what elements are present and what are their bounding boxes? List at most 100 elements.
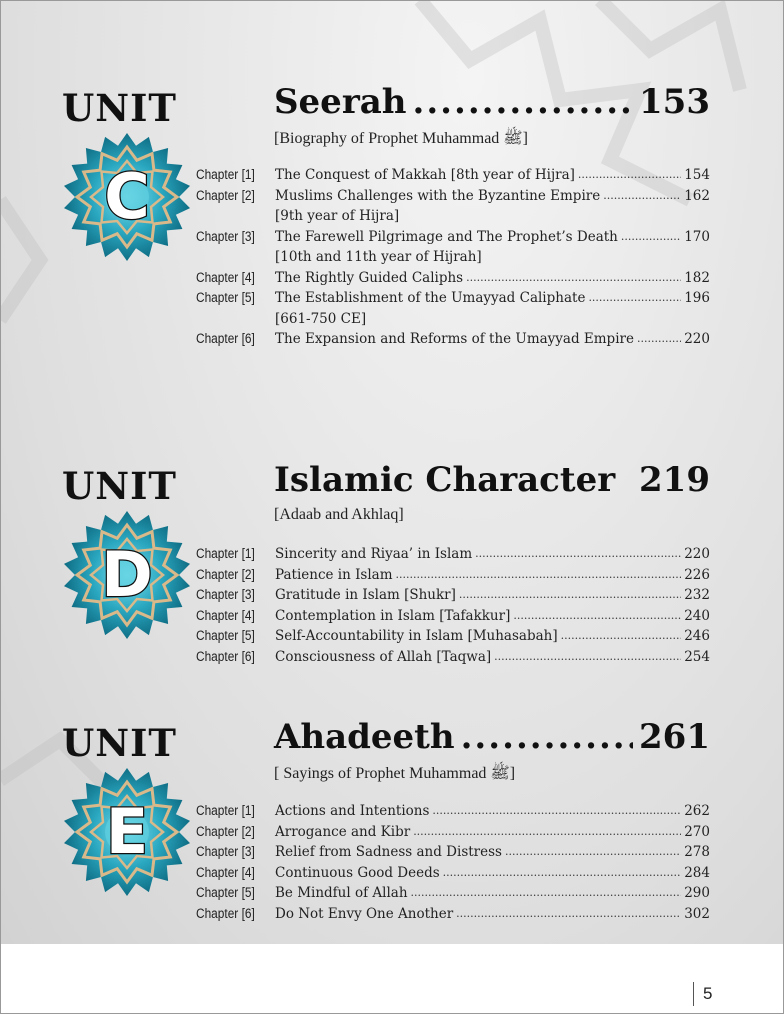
- dot-leader: [413, 822, 681, 843]
- unit-label: UNIT: [62, 86, 177, 130]
- unit-label: UNIT: [62, 721, 177, 765]
- dot-leader: [561, 626, 682, 647]
- unit-title-row[interactable]: Seerah 153: [274, 82, 710, 122]
- chapter-label: Chapter [2]: [196, 823, 255, 839]
- chapter-title: Actions and Intentions: [275, 803, 430, 819]
- chapter-page: 240: [684, 607, 710, 624]
- unit-title: Seerah: [274, 82, 407, 122]
- unit-subtitle: [ Sayings of Prophet Muhammad ﷺ]: [274, 765, 516, 782]
- dot-leader: [621, 227, 681, 248]
- dot-leader: [603, 186, 681, 207]
- chapter-list: Chapter [1] The Conquest of Makkah [8th …: [196, 165, 710, 350]
- chapter-title: Relief from Sadness and Distress: [275, 844, 502, 860]
- chapter-label: Chapter [3]: [196, 228, 255, 244]
- dot-leader: [513, 606, 681, 627]
- chapter-label: Chapter [5]: [196, 628, 255, 643]
- chapter-page: 182: [684, 269, 710, 286]
- unit-title: Ahadeeth: [274, 717, 455, 757]
- chapter-entry[interactable]: Chapter [3] The Farewell Pilgrimage and …: [196, 227, 710, 248]
- chapter-entry[interactable]: Chapter [3] Relief from Sadness and Dist…: [196, 842, 710, 863]
- unit-letter: D: [101, 538, 152, 611]
- unit-page: 219: [639, 460, 710, 500]
- chapter-subtitle: [10th and 11th year of Hijrah]: [275, 249, 482, 265]
- chapter-entry[interactable]: Chapter [2] Arrogance and Kibr 270: [196, 822, 710, 843]
- chapter-title: The Expansion and Reforms of the Umayyad…: [275, 331, 634, 347]
- unit-label: UNIT: [62, 464, 177, 508]
- chapter-title: Muslims Challenges with the Byzantine Em…: [275, 187, 601, 204]
- chapter-label: Chapter [3]: [196, 844, 255, 859]
- chapter-label: Chapter [1]: [196, 546, 255, 561]
- chapter-entry[interactable]: Chapter [5] Be Mindful of Allah 290: [196, 883, 710, 904]
- chapter-title: Sincerity and Riyaa’ in Islam: [275, 546, 473, 562]
- chapter-entry[interactable]: Chapter [6] The Expansion and Reforms of…: [196, 329, 710, 350]
- chapter-title: Contemplation in Islam [Tafakkur]: [275, 607, 511, 624]
- unit-letter: E: [106, 795, 148, 868]
- dot-leader: [637, 329, 681, 350]
- dot-leader: [443, 863, 682, 884]
- dot-leader: [411, 883, 682, 904]
- chapter-page: 284: [684, 864, 710, 881]
- unit-title-row[interactable]: Ahadeeth 261: [274, 717, 710, 757]
- chapter-page: 154: [684, 167, 710, 183]
- chapter-label: Chapter [6]: [196, 648, 255, 664]
- dot-leader: [466, 268, 681, 289]
- chapter-page: 262: [684, 803, 710, 819]
- unit-title-row[interactable]: Islamic Character 219: [274, 460, 710, 500]
- chapter-entry[interactable]: Chapter [2] Muslims Challenges with the …: [196, 186, 710, 207]
- chapter-title: Be Mindful of Allah: [275, 885, 408, 901]
- chapter-page: 196: [684, 290, 710, 306]
- page-number-divider: [693, 982, 694, 1006]
- chapter-entry[interactable]: Chapter [5] The Establishment of the Uma…: [196, 288, 710, 309]
- chapter-entry[interactable]: Chapter [4] The Rightly Guided Caliphs 1…: [196, 268, 710, 289]
- chapter-label: Chapter [4]: [196, 607, 255, 623]
- chapter-page: 302: [684, 905, 710, 922]
- chapter-label: Chapter [1]: [196, 167, 255, 182]
- chapter-title: Do Not Envy One Another: [275, 905, 454, 922]
- chapter-title: Gratitude in Islam [Shukr]: [275, 587, 456, 603]
- unit-page: 261: [639, 717, 710, 757]
- unit-letter: C: [104, 160, 150, 233]
- chapter-title: The Rightly Guided Caliphs: [275, 269, 464, 286]
- chapter-entry[interactable]: Chapter [2] Patience in Islam 226: [196, 565, 710, 586]
- chapter-list: Chapter [1] Sincerity and Riyaa’ in Isla…: [196, 544, 710, 667]
- title-leader: [412, 82, 633, 122]
- chapter-list: Chapter [1] Actions and Intentions 262 C…: [196, 801, 710, 924]
- chapter-label: Chapter [2]: [196, 187, 255, 203]
- chapter-page: 162: [684, 187, 710, 204]
- chapter-entry[interactable]: Chapter [1] The Conquest of Makkah [8th …: [196, 165, 710, 186]
- chapter-entry[interactable]: Chapter [1] Sincerity and Riyaa’ in Isla…: [196, 544, 710, 565]
- chapter-title: Consciousness of Allah [Taqwa]: [275, 648, 492, 665]
- dot-leader: [588, 288, 681, 309]
- dot-leader: [494, 647, 681, 668]
- chapter-page: 246: [684, 628, 710, 644]
- chapter-entry[interactable]: Chapter [4] Contemplation in Islam [Tafa…: [196, 606, 710, 627]
- chapter-entry[interactable]: Chapter [6] Consciousness of Allah [Taqw…: [196, 647, 710, 668]
- chapter-entry[interactable]: Chapter [5] Self-Accountability in Islam…: [196, 626, 710, 647]
- chapter-label: Chapter [5]: [196, 290, 255, 305]
- unit-medallion-icon: C: [64, 133, 190, 261]
- chapter-label: Chapter [4]: [196, 864, 255, 880]
- chapter-title: The Farewell Pilgrimage and The Prophet’…: [275, 228, 618, 245]
- chapter-page: 220: [684, 331, 710, 347]
- dot-leader: [459, 585, 681, 606]
- chapter-page: 170: [684, 228, 710, 245]
- chapter-entry[interactable]: Chapter [3] Gratitude in Islam [Shukr] 2…: [196, 585, 710, 606]
- chapter-title: Patience in Islam: [275, 566, 393, 583]
- chapter-label: Chapter [3]: [196, 587, 255, 602]
- dot-leader: [456, 904, 681, 925]
- chapter-page: 232: [684, 587, 710, 603]
- chapter-entry[interactable]: Chapter [4] Continuous Good Deeds 284: [196, 863, 710, 884]
- unit-subtitle: [Adaab and Akhlaq]: [274, 506, 404, 523]
- chapter-entry[interactable]: Chapter [6] Do Not Envy One Another 302: [196, 904, 710, 925]
- dot-leader: [432, 801, 681, 822]
- chapter-label: Chapter [5]: [196, 885, 255, 900]
- chapter-page: 290: [684, 885, 710, 901]
- chapter-page: 254: [684, 648, 710, 665]
- chapter-page: 270: [684, 823, 710, 840]
- chapter-title: Continuous Good Deeds: [275, 864, 440, 881]
- dot-leader: [396, 565, 682, 586]
- unit-medallion-icon: E: [64, 768, 190, 896]
- chapter-entry[interactable]: Chapter [1] Actions and Intentions 262: [196, 801, 710, 822]
- chapter-title: The Conquest of Makkah [8th year of Hijr…: [275, 167, 575, 183]
- chapter-label: Chapter [1]: [196, 803, 255, 818]
